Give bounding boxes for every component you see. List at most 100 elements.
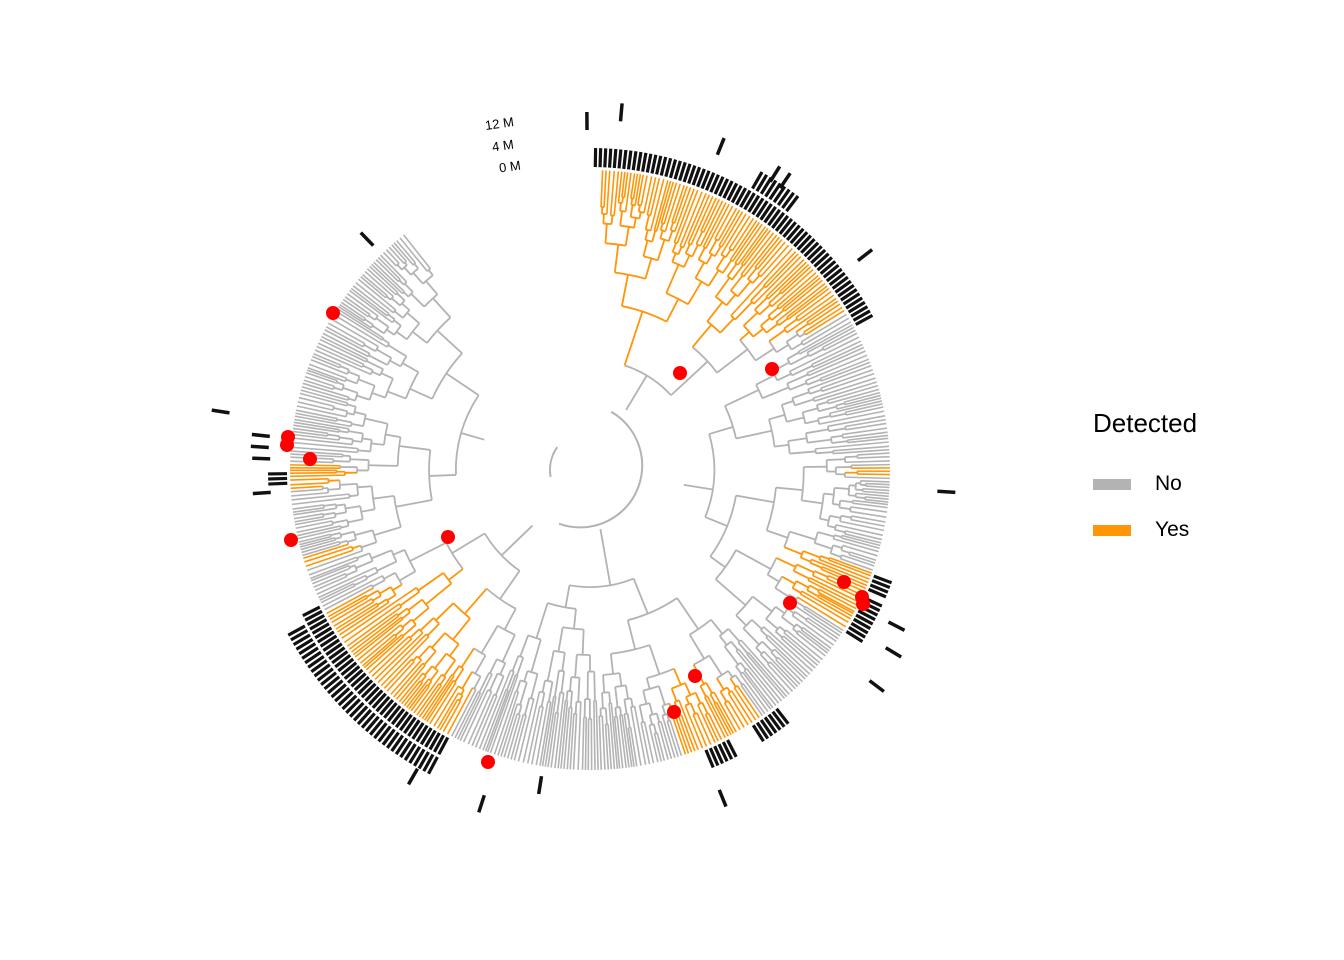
internal-branch — [564, 585, 571, 608]
tip-branch — [393, 242, 414, 266]
outlier-tick — [359, 231, 375, 247]
ring-bar — [785, 224, 801, 241]
ring-bar — [295, 637, 314, 651]
tip-branch — [616, 716, 624, 769]
node-arc — [518, 654, 524, 659]
internal-branch — [449, 643, 460, 657]
internal-branch — [809, 388, 822, 395]
internal-branch — [357, 449, 371, 453]
tip-branch — [865, 485, 890, 489]
ring-bar — [356, 708, 373, 726]
legend-key-no — [1093, 478, 1131, 490]
ring-bar — [268, 481, 288, 486]
internal-branch — [624, 685, 629, 699]
tip-branch — [743, 670, 774, 709]
root-arc — [558, 410, 644, 529]
ring-bar — [842, 292, 861, 306]
internal-branch — [828, 427, 846, 433]
tip-branch — [704, 714, 719, 742]
tip-branch — [388, 246, 405, 264]
tip-branch — [290, 464, 341, 467]
node-arc — [791, 397, 796, 406]
ring-bar — [774, 214, 790, 232]
internal-branch — [638, 211, 642, 219]
node-arc — [621, 305, 668, 323]
internal-branch — [375, 317, 390, 328]
detection-node — [284, 533, 298, 547]
internal-branch — [393, 319, 402, 327]
tip-branch — [329, 597, 368, 621]
internal-branch — [349, 564, 356, 569]
node-arc — [727, 690, 733, 694]
internal-branch — [561, 652, 566, 672]
tip-branch — [297, 401, 334, 411]
internal-branch — [781, 575, 796, 585]
internal-branch — [431, 632, 446, 649]
tip-branch — [786, 285, 828, 319]
internal-branch — [366, 571, 379, 579]
internal-branch — [709, 555, 726, 568]
node-arc — [700, 230, 704, 234]
tip-branch — [742, 683, 766, 715]
ring-bar — [383, 702, 398, 719]
internal-branch — [602, 674, 606, 693]
legend-title: Detected — [1093, 408, 1198, 438]
tip-branch — [682, 193, 707, 248]
internal-branch — [805, 428, 829, 435]
tip-branch — [840, 557, 874, 571]
tip-branch — [815, 441, 889, 450]
internal-branch — [346, 412, 355, 416]
ring-bar — [747, 194, 761, 213]
internal-branch — [705, 253, 713, 265]
tip-branch — [306, 369, 338, 382]
tip-branch — [399, 237, 428, 272]
internal-branch — [363, 344, 376, 352]
internal-branch — [396, 292, 406, 302]
internal-branch — [593, 671, 596, 701]
ring-bar — [345, 698, 361, 714]
tip-branch — [371, 638, 413, 677]
detection-node — [441, 530, 455, 544]
node-arc — [848, 551, 851, 555]
tip-branch — [297, 525, 341, 537]
ring-bar — [813, 252, 830, 268]
tip-branch — [383, 658, 413, 689]
tip-branch — [687, 194, 711, 244]
tip-branch — [601, 715, 606, 770]
tip-branch — [849, 551, 877, 562]
tip-branch — [530, 706, 544, 765]
internal-branch — [535, 602, 549, 639]
ring-bar — [721, 741, 734, 760]
internal-branch — [334, 511, 347, 516]
tip-branch — [544, 696, 557, 767]
tip-branch — [374, 632, 424, 680]
internal-branch — [802, 407, 819, 414]
node-arc — [415, 587, 421, 593]
internal-branch — [770, 651, 778, 660]
internal-branch — [602, 213, 605, 224]
internal-branch — [323, 503, 336, 507]
detection-node — [783, 596, 797, 610]
internal-branch — [638, 705, 644, 723]
tip-branch — [849, 510, 887, 518]
tip-branch — [862, 487, 890, 492]
tip-branch — [804, 605, 844, 632]
ring-bar — [603, 148, 608, 168]
tip-branch — [797, 294, 835, 322]
node-arc — [601, 691, 610, 694]
node-arc — [406, 322, 421, 340]
tip-branch — [335, 310, 383, 341]
tip-branch — [787, 287, 830, 320]
ring-bar — [755, 200, 769, 218]
internal-branch — [683, 483, 714, 491]
tip-branch — [322, 575, 383, 607]
tip-branch — [832, 448, 890, 455]
node-arc — [431, 665, 439, 672]
tip-branch — [305, 371, 337, 384]
internal-branch — [694, 692, 702, 704]
tip-branch — [841, 554, 875, 567]
node-arc — [739, 339, 757, 362]
tip-branch — [541, 696, 555, 767]
tip-branch — [864, 496, 889, 501]
internal-branch — [398, 279, 405, 286]
